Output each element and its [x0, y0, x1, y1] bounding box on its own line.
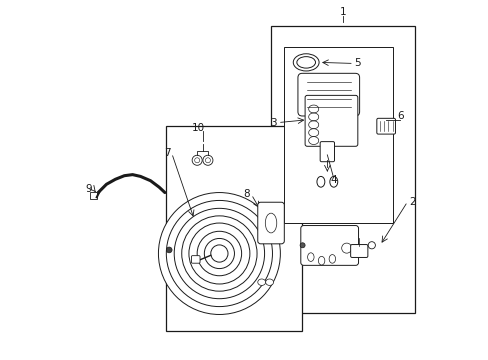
Text: 9: 9: [85, 184, 92, 194]
Text: 4: 4: [329, 175, 336, 185]
FancyBboxPatch shape: [257, 202, 284, 244]
Text: 10: 10: [191, 123, 204, 133]
Bar: [271, 26, 414, 313]
FancyBboxPatch shape: [191, 256, 200, 263]
Bar: [284, 47, 392, 223]
Text: 8: 8: [243, 189, 250, 199]
Circle shape: [174, 208, 264, 299]
FancyBboxPatch shape: [376, 118, 395, 134]
Text: 1: 1: [339, 7, 346, 17]
FancyBboxPatch shape: [297, 73, 359, 116]
Circle shape: [367, 242, 375, 249]
Ellipse shape: [293, 54, 319, 71]
Ellipse shape: [265, 213, 276, 233]
Circle shape: [192, 155, 202, 165]
Ellipse shape: [318, 256, 324, 265]
Text: 5: 5: [353, 58, 360, 68]
Circle shape: [203, 155, 212, 165]
Ellipse shape: [341, 243, 351, 253]
Text: 3: 3: [269, 118, 276, 128]
Circle shape: [166, 201, 272, 307]
Ellipse shape: [329, 176, 337, 187]
Text: 2: 2: [408, 197, 415, 207]
Ellipse shape: [328, 255, 335, 263]
Circle shape: [197, 231, 241, 276]
Ellipse shape: [316, 176, 324, 187]
Circle shape: [166, 247, 172, 253]
Circle shape: [188, 223, 249, 284]
Circle shape: [204, 238, 234, 269]
Text: 7: 7: [164, 148, 170, 158]
Text: 6: 6: [396, 111, 403, 121]
Circle shape: [210, 245, 227, 262]
Bar: [90, 192, 97, 199]
Ellipse shape: [307, 253, 313, 261]
Ellipse shape: [265, 279, 273, 285]
Circle shape: [194, 158, 199, 163]
FancyBboxPatch shape: [350, 244, 367, 257]
FancyBboxPatch shape: [300, 226, 358, 265]
Circle shape: [182, 216, 257, 291]
Circle shape: [205, 158, 210, 163]
Circle shape: [158, 193, 280, 315]
Ellipse shape: [257, 279, 265, 285]
Circle shape: [300, 243, 305, 248]
FancyBboxPatch shape: [320, 141, 334, 162]
FancyBboxPatch shape: [305, 95, 357, 146]
Ellipse shape: [296, 57, 315, 68]
Bar: [165, 126, 301, 330]
